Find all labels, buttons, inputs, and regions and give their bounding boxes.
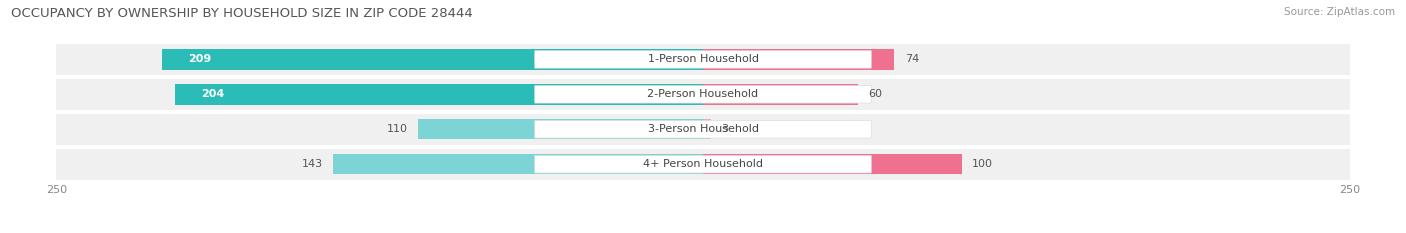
Bar — [56, 149, 1350, 180]
Text: 143: 143 — [301, 159, 323, 169]
Text: 1-Person Household: 1-Person Household — [648, 55, 758, 64]
Bar — [703, 119, 711, 139]
Bar — [703, 49, 894, 69]
Text: 74: 74 — [905, 55, 920, 64]
Bar — [56, 114, 1350, 145]
FancyBboxPatch shape — [534, 86, 872, 103]
Bar — [333, 154, 703, 174]
Text: 2-Person Household: 2-Person Household — [647, 89, 759, 99]
FancyBboxPatch shape — [534, 121, 872, 138]
Text: 204: 204 — [201, 89, 225, 99]
Text: 3: 3 — [721, 124, 728, 134]
Bar — [703, 154, 962, 174]
FancyBboxPatch shape — [534, 51, 872, 68]
Bar — [162, 49, 703, 69]
Text: 209: 209 — [188, 55, 211, 64]
Text: 110: 110 — [387, 124, 408, 134]
Text: 4+ Person Household: 4+ Person Household — [643, 159, 763, 169]
Bar — [56, 44, 1350, 75]
Text: 60: 60 — [869, 89, 883, 99]
Text: OCCUPANCY BY OWNERSHIP BY HOUSEHOLD SIZE IN ZIP CODE 28444: OCCUPANCY BY OWNERSHIP BY HOUSEHOLD SIZE… — [11, 7, 472, 20]
Bar — [56, 79, 1350, 110]
Bar — [703, 84, 858, 105]
FancyBboxPatch shape — [534, 156, 872, 173]
Text: 100: 100 — [972, 159, 993, 169]
Bar — [176, 84, 703, 105]
Bar — [419, 119, 703, 139]
Text: Source: ZipAtlas.com: Source: ZipAtlas.com — [1284, 7, 1395, 17]
Text: 3-Person Household: 3-Person Household — [648, 124, 758, 134]
